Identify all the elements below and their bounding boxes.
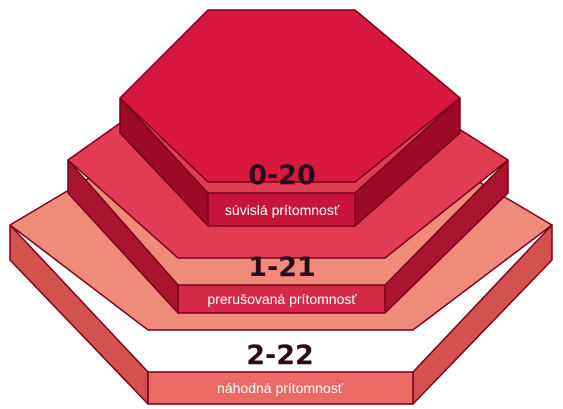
tier-3-caption: náhodná prítomnosť — [217, 380, 344, 396]
tier-1-front-band — [207, 192, 356, 227]
tier-1: 0-20 súvislá prítomnosť — [119, 9, 461, 227]
tier-3-front-band — [147, 371, 414, 405]
tier-2-caption: prerušovaná prítomnosť — [207, 291, 357, 307]
tier-1-range: 0-20 — [248, 160, 316, 191]
tier-2-range: 1-21 — [248, 252, 316, 283]
tier-3-range: 2-22 — [246, 340, 314, 371]
tier-2-front-band — [177, 284, 386, 314]
tier-1-caption: súvislá prítomnosť — [225, 202, 340, 218]
